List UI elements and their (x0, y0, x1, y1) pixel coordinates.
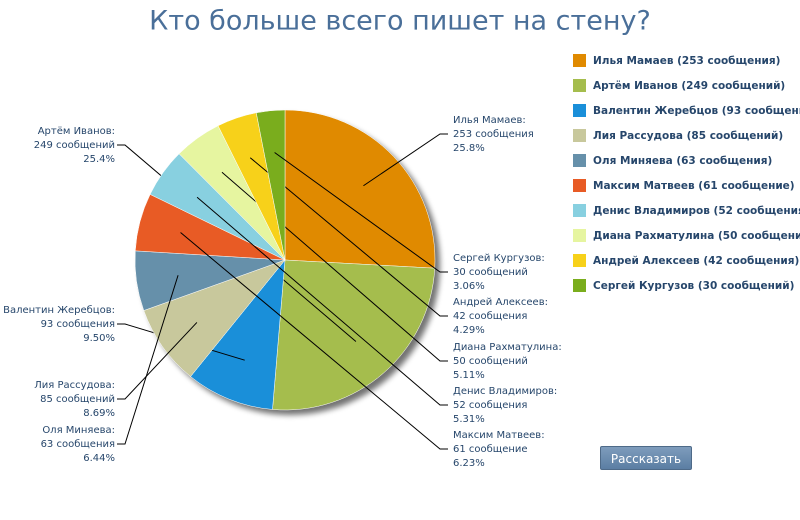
slice-percent-label: 6.44% (83, 453, 115, 464)
legend-label: Илья Мамаев (253 сообщения) (593, 55, 780, 67)
slice-label: Валентин Жеребцов: (3, 305, 115, 316)
slice-value-label: 85 сообщений (40, 394, 115, 405)
leader-line (180, 232, 448, 450)
legend-swatch (573, 129, 586, 142)
legend-label: Оля Миняева (63 сообщения) (593, 155, 772, 167)
legend-label: Сергей Кургузов (30 сообщений) (593, 280, 794, 292)
legend-label: Денис Владимиров (52 сообщения) (593, 205, 800, 217)
legend-label: Артём Иванов (249 сообщений) (593, 80, 785, 92)
slice-value-label: 63 сообщения (41, 439, 115, 450)
slice-label: Артём Иванов: (38, 126, 115, 137)
slice-value-label: 50 сообщений (453, 356, 528, 367)
slice-value-label: 93 сообщения (41, 319, 115, 330)
legend-swatch (573, 104, 586, 117)
slice-label: Илья Мамаев: (453, 115, 526, 126)
slice-percent-label: 25.8% (453, 143, 485, 154)
slice-value-label: 253 сообщения (453, 129, 534, 140)
legend-label: Максим Матвеев (61 сообщение) (593, 180, 795, 192)
legend-swatch (573, 204, 586, 217)
slice-percent-label: 5.11% (453, 370, 485, 381)
legend-swatch (573, 229, 586, 242)
pie-slice (143, 259, 286, 377)
leader-line (117, 275, 179, 445)
slice-label: Диана Рахматулина: (453, 342, 562, 353)
slice-label: Денис Владимиров: (453, 386, 557, 397)
leader-line (117, 322, 198, 400)
legend-swatch (573, 154, 586, 167)
legend-label: Валентин Жеребцов (93 сообщения) (593, 105, 800, 117)
slice-value-label: 249 сообщений (34, 140, 115, 151)
slice-label: Лия Рассудова: (34, 380, 115, 391)
legend-swatch (573, 79, 586, 92)
slice-label: Оля Миняева: (42, 425, 115, 436)
chart-title: Кто больше всего пишет на стену? (149, 6, 651, 37)
slice-percent-label: 8.69% (83, 408, 115, 419)
slice-value-label: 52 сообщения (453, 400, 527, 411)
legend-swatch (573, 279, 586, 292)
pie-slice (255, 109, 286, 261)
slice-label: Максим Матвеев: (453, 430, 545, 441)
leader-line (221, 171, 448, 362)
slice-percent-label: 6.23% (453, 458, 485, 469)
slice-percent-label: 9.50% (83, 333, 115, 344)
leader-line (196, 196, 448, 406)
slice-percent-label: 4.29% (453, 325, 485, 336)
slice-value-label: 42 сообщения (453, 311, 527, 322)
legend-swatch (573, 179, 586, 192)
slice-percent-label: 3.06% (453, 281, 485, 292)
legend-swatch (573, 54, 586, 67)
slice-percent-label: 5.31% (453, 414, 485, 425)
legend-label: Диана Рахматулина (50 сообщений) (593, 230, 800, 242)
legend-label: Андрей Алексеев (42 сообщения) (593, 255, 799, 267)
slice-value-label: 61 сообщение (453, 444, 528, 455)
slice-value-label: 30 сообщений (453, 267, 528, 278)
share-button[interactable]: Рассказать (600, 446, 692, 470)
slice-label: Сергей Кургузов: (453, 253, 545, 264)
legend-label: Лия Рассудова (85 сообщений) (593, 130, 783, 142)
pie-slice (272, 259, 436, 411)
legend-swatch (573, 254, 586, 267)
leader-line (274, 152, 448, 273)
pie-slice (284, 109, 436, 269)
leader-line (249, 157, 448, 317)
slice-label: Андрей Алексеев: (453, 297, 548, 308)
slice-percent-label: 25.4% (83, 154, 115, 165)
pie-slice (190, 259, 286, 410)
leader-line (363, 133, 448, 187)
